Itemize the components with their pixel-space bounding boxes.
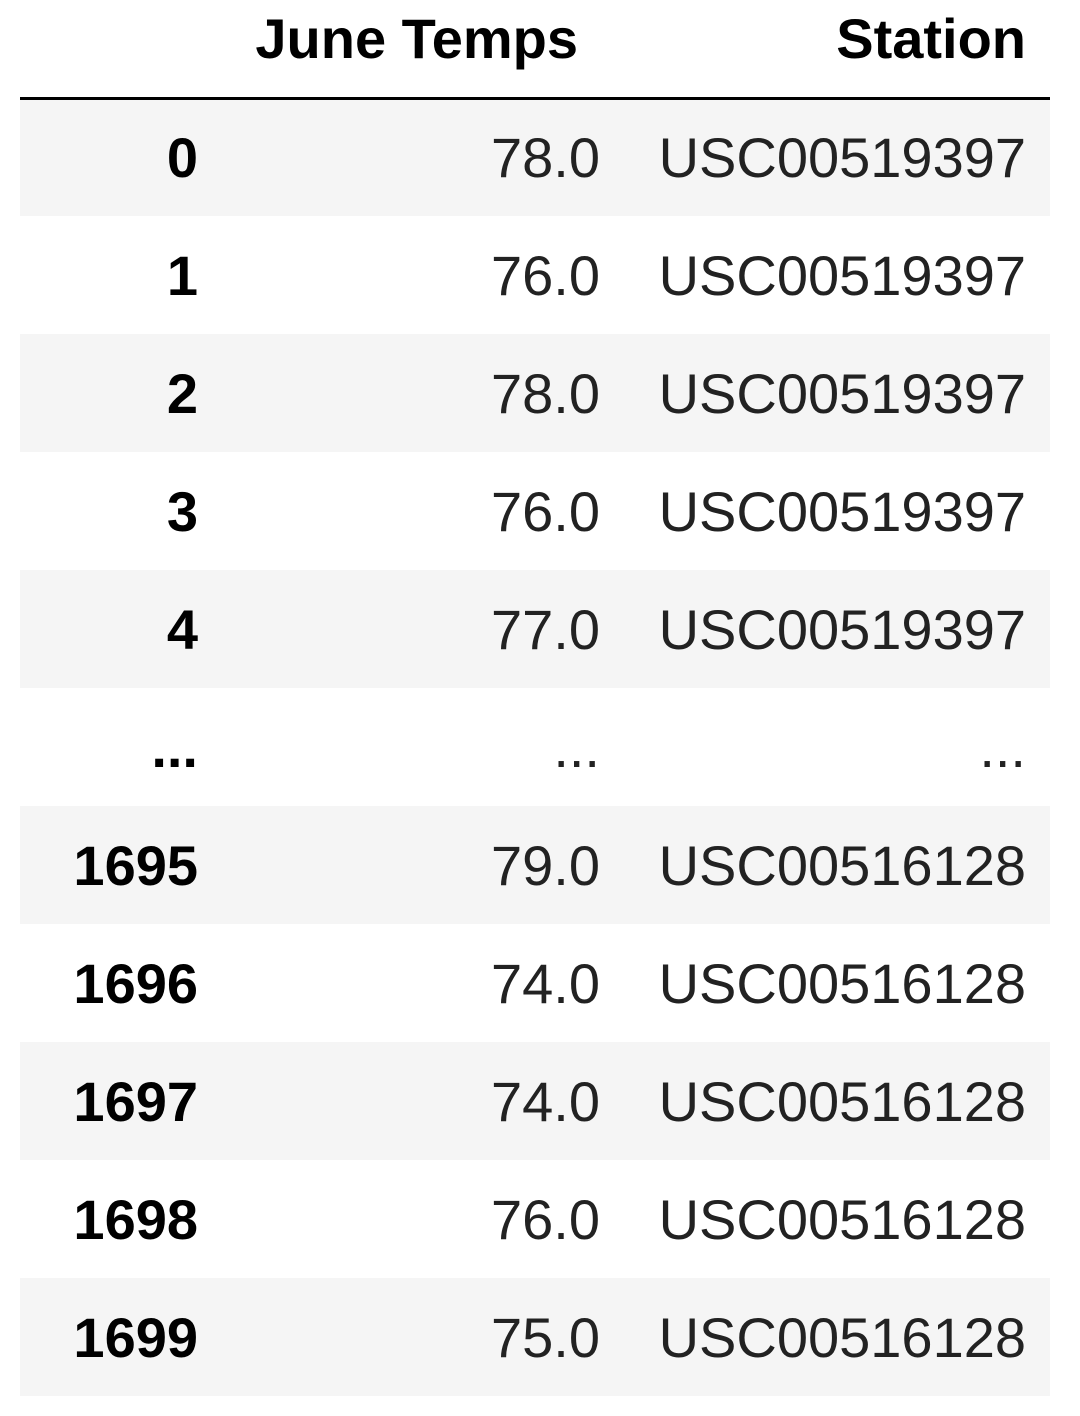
ellipsis-row: ... ... ... (20, 688, 1050, 806)
dataframe-table: June Temps Station 0 78.0 USC00519397 1 … (20, 0, 1050, 1396)
june-temp-cell: 74.0 (491, 1069, 600, 1133)
column-header-station: Station (602, 0, 1050, 100)
table-body: 0 78.0 USC00519397 1 76.0 USC00519397 2 … (20, 98, 1050, 1396)
table-row: 1 76.0 USC00519397 (20, 216, 1050, 334)
station-cell: USC00516128 (658, 951, 1026, 1015)
row-index: ... (151, 715, 198, 779)
table-row: 2 78.0 USC00519397 (20, 334, 1050, 452)
table-row: 0 78.0 USC00519397 (20, 98, 1050, 216)
row-index: 1695 (73, 833, 198, 897)
row-index: 1697 (73, 1069, 198, 1133)
row-index: 0 (166, 126, 198, 190)
row-index: 3 (166, 479, 198, 543)
station-cell: USC00519397 (658, 479, 1026, 543)
station-cell: USC00516128 (658, 1069, 1026, 1133)
table-row: 1699 75.0 USC00516128 (20, 1278, 1050, 1396)
column-header-june-temps: June Temps (202, 0, 602, 100)
station-cell: ... (979, 715, 1026, 779)
june-temp-cell: 78.0 (491, 361, 600, 425)
row-index: 2 (166, 361, 198, 425)
station-cell: USC00519397 (658, 597, 1026, 661)
june-temp-cell: 76.0 (491, 479, 600, 543)
row-index: 1699 (73, 1305, 198, 1369)
table-row: 4 77.0 USC00519397 (20, 570, 1050, 688)
station-cell: USC00516128 (658, 1187, 1026, 1251)
station-cell: USC00519397 (658, 126, 1026, 190)
june-temp-cell: ... (553, 715, 600, 779)
table-row: 1698 76.0 USC00516128 (20, 1160, 1050, 1278)
header-row: June Temps Station (20, 0, 1050, 100)
june-temp-cell: 76.0 (491, 1187, 600, 1251)
june-temp-cell: 79.0 (491, 833, 600, 897)
dataframe-output: June Temps Station 0 78.0 USC00519397 1 … (20, 0, 1050, 1396)
june-temp-cell: 75.0 (491, 1305, 600, 1369)
row-index: 1 (166, 243, 198, 307)
table-header: June Temps Station (20, 0, 1050, 100)
june-temp-cell: 74.0 (491, 951, 600, 1015)
station-cell: USC00519397 (658, 243, 1026, 307)
station-cell: USC00516128 (658, 833, 1026, 897)
station-cell: USC00519397 (658, 361, 1026, 425)
table-row: 1696 74.0 USC00516128 (20, 924, 1050, 1042)
table-row: 1697 74.0 USC00516128 (20, 1042, 1050, 1160)
june-temp-cell: 78.0 (491, 126, 600, 190)
station-cell: USC00516128 (658, 1305, 1026, 1369)
row-index: 1696 (73, 951, 198, 1015)
table-row: 1695 79.0 USC00516128 (20, 806, 1050, 924)
table-row: 3 76.0 USC00519397 (20, 452, 1050, 570)
june-temp-cell: 76.0 (491, 243, 600, 307)
june-temp-cell: 77.0 (491, 597, 600, 661)
index-header (20, 0, 202, 100)
row-index: 4 (166, 597, 198, 661)
row-index: 1698 (73, 1187, 198, 1251)
